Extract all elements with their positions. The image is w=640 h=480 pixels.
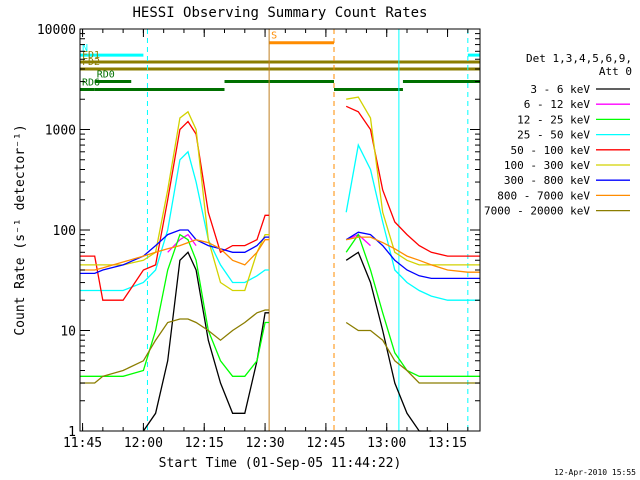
legend-label: 25 - 50 keV	[517, 129, 590, 142]
legend-header: Det 1,3,4,5,6,9,	[526, 52, 632, 65]
series-line	[345, 105, 480, 257]
timestamp: 12-Apr-2010 15:55	[554, 468, 636, 477]
series-line	[80, 150, 270, 292]
series-line	[345, 321, 480, 384]
series-line	[80, 309, 270, 384]
x-axis-label: Start Time (01-Sep-05 11:44:22)	[159, 456, 402, 471]
series-line	[80, 233, 270, 377]
chart-title: HESSI Observing Summary Count Rates	[132, 5, 427, 21]
series-line	[346, 236, 480, 273]
legend-label: 300 - 800 keV	[504, 174, 590, 187]
series-line	[345, 231, 480, 280]
x-tick-label: 12:30	[245, 436, 284, 451]
axes: 11:45 12:00 12:15 12:30 12:45 13:00 13:15 1 10 10…	[37, 23, 480, 451]
series-layer	[80, 96, 480, 432]
legend: Det 1,3,4,5,6,9,Att 0 3 - 6 keV 6 - 12 keV…	[484, 52, 632, 218]
vertical-markers	[146, 29, 469, 431]
flag-label: N	[82, 43, 88, 54]
legend-header: Att 0	[599, 65, 632, 78]
series-line	[345, 251, 432, 432]
legend-label: 800 - 7000 keV	[497, 189, 590, 202]
flag-label: FD1	[82, 50, 100, 61]
x-tick-label: 12:15	[185, 436, 224, 451]
flag-label: S	[271, 31, 277, 42]
legend-label: 100 - 300 keV	[504, 159, 590, 172]
series-line	[80, 110, 270, 292]
y-tick-label: 1000	[45, 124, 76, 139]
x-tick-label: 11:45	[63, 436, 102, 451]
series-line	[80, 239, 270, 271]
x-tick-label: 12:00	[124, 436, 163, 451]
series-line	[345, 143, 480, 301]
legend-label: 12 - 25 keV	[517, 113, 590, 126]
legend-label: 50 - 100 keV	[511, 144, 591, 157]
y-tick-label: 10	[60, 325, 76, 340]
legend-label: 6 - 12 keV	[524, 98, 591, 111]
flag-label: FD2	[82, 57, 100, 68]
y-tick-label: 10000	[37, 23, 76, 38]
series-line	[80, 229, 270, 275]
legend-label: 7000 - 20000 keV	[484, 205, 590, 218]
x-tick-label: 13:00	[367, 436, 406, 451]
y-tick-label: 100	[53, 224, 76, 239]
legend-label: 3 - 6 keV	[530, 83, 590, 96]
y-axis-label: Count Rate (s⁻¹ detector⁻¹)	[13, 124, 28, 335]
series-line	[80, 120, 270, 301]
flag-label: RD6	[82, 78, 100, 89]
series-line	[346, 96, 480, 266]
flag-label: RD0	[97, 70, 115, 81]
x-tick-label: 12:45	[306, 436, 345, 451]
y-tick-label: 1	[68, 425, 76, 440]
x-tick-label: 13:15	[428, 436, 467, 451]
